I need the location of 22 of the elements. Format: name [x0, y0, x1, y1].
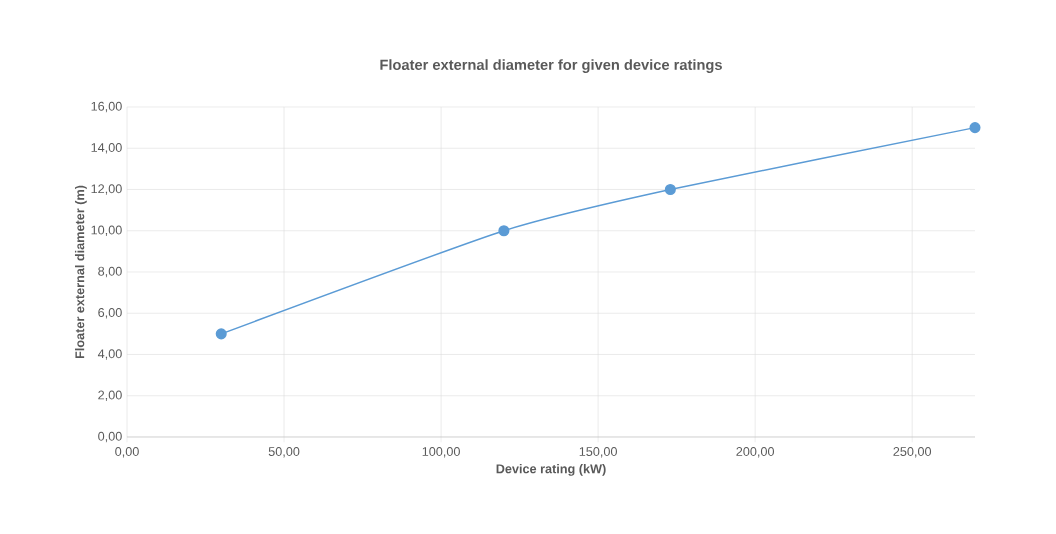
y-tick-label: 6,00	[98, 308, 122, 319]
x-tick-label: 100,00	[422, 447, 460, 458]
point	[969, 122, 981, 134]
x-tick-label: 150,00	[579, 447, 617, 458]
x-tick-label: 50,00	[268, 447, 300, 458]
point	[498, 225, 510, 237]
y-tick-label: 2,00	[98, 390, 122, 401]
y-tick-label: 16,00	[91, 101, 122, 113]
x-axis-title: Device rating (kW)	[496, 463, 606, 476]
x-tick-label: 250,00	[893, 447, 932, 458]
chart-title: Floater external diameter for given device ratings	[380, 59, 722, 73]
y-tick-label: 12,00	[91, 184, 122, 195]
x-tick-label: 0,00	[115, 447, 139, 458]
y-axis-title: Floater external diameter (m)	[74, 185, 87, 359]
x-tick-label: 200,00	[736, 447, 775, 458]
y-tick-label: 10,00	[91, 225, 122, 236]
y-tick-label: 14,00	[91, 143, 122, 154]
point	[664, 183, 676, 196]
y-tick-label: 4,00	[97, 349, 122, 360]
point	[215, 328, 227, 340]
y-tick-label: 0,00	[98, 431, 122, 443]
y-tick-label: 8,00	[98, 266, 122, 278]
